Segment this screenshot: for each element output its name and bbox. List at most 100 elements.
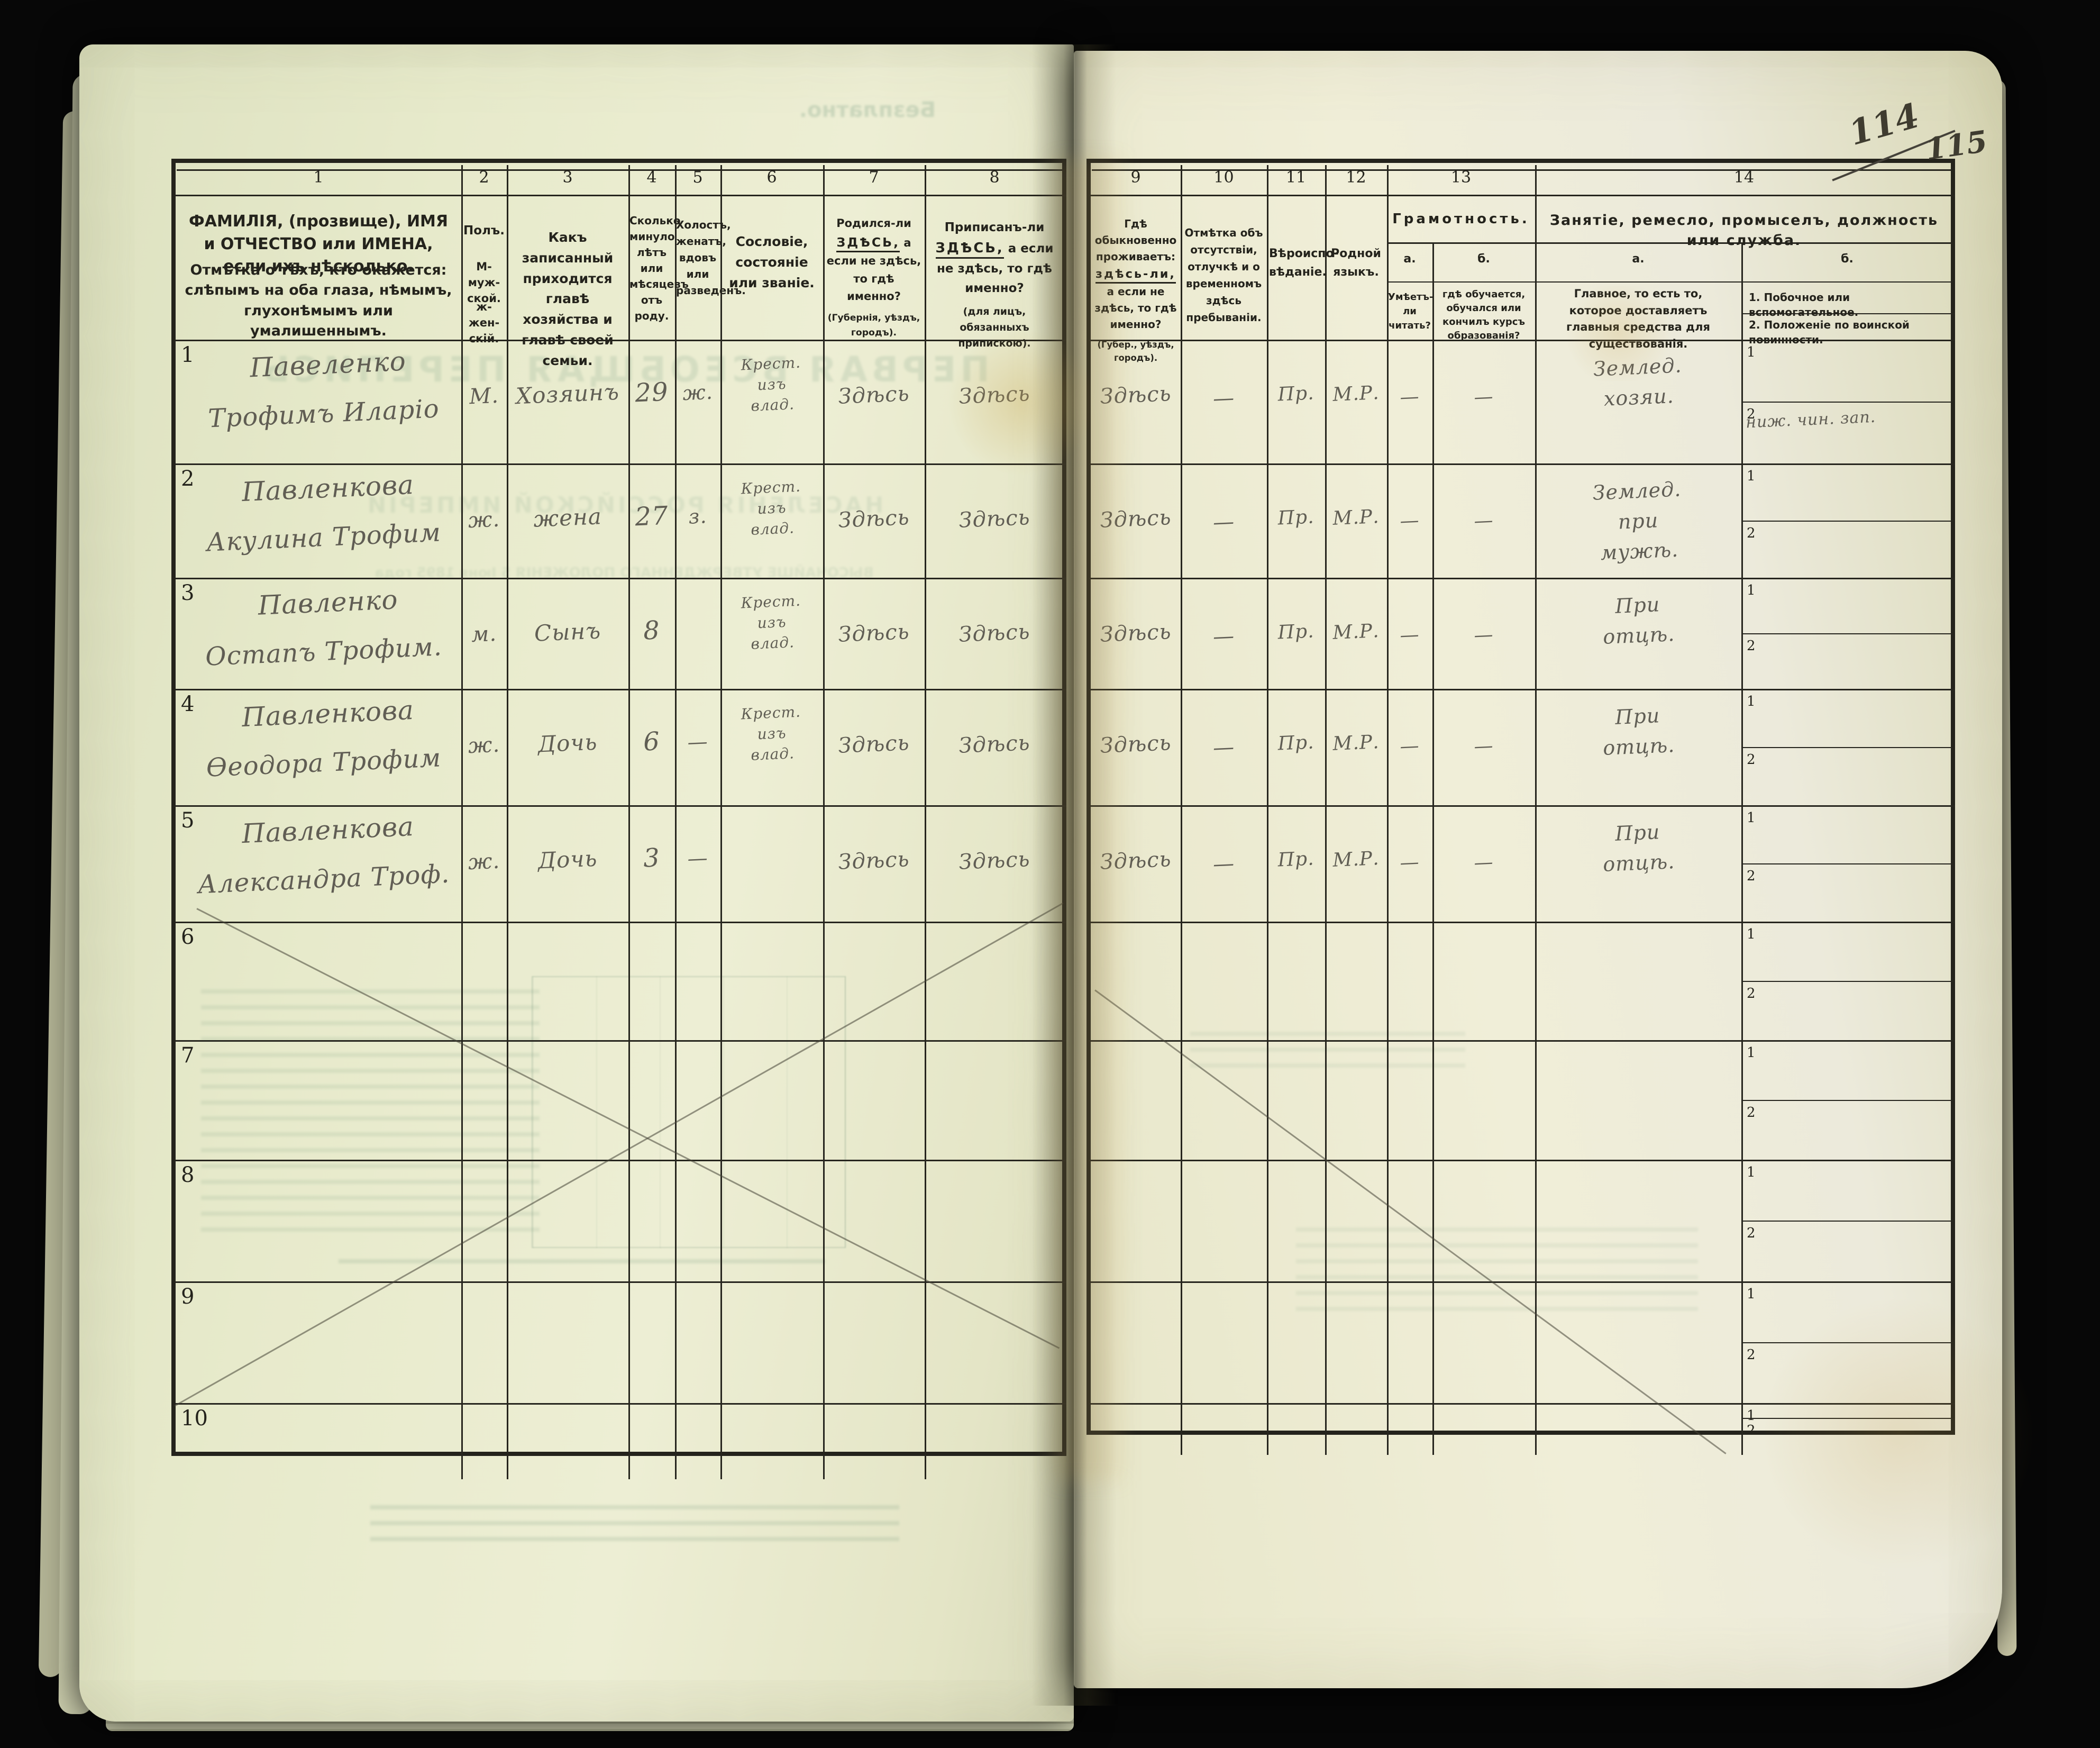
cell-literacy: — [1399,386,1420,408]
cell-occupation: Землед. при мужѣ. [1592,477,1682,565]
sub-row-label-1: 1 [1747,344,1756,360]
cell-age: 6 [643,726,661,757]
table-line [628,165,630,1479]
cell-absence: — [1212,851,1235,877]
census-table-left-frame [171,159,1066,1456]
col13b-header-school: гдѣ обучается, обучался или кончилъ курс… [1442,289,1526,342]
col12-header-language: Родной языкъ. [1331,247,1381,279]
cell-absence: — [1212,386,1235,411]
cell-age: 3 [643,843,661,873]
table-line [1742,1342,1953,1343]
sub-row-label-2: 2 [1747,638,1756,654]
table-line [1091,1040,1955,1042]
cell-occupation: Землед. хозяи. [1593,353,1683,411]
col7-rest: а если не здѣсь, то гдѣ именно? [826,236,921,303]
cell-literacy: — [1399,624,1420,647]
sub-row-label-2: 2 [1747,406,1756,422]
col9-note: (Губер., уѣздъ, городъ). [1097,339,1174,363]
table-line [176,463,1066,465]
cell-education: — [1473,851,1494,874]
col7-note: (Губернія, уѣздъ, городъ). [827,313,920,338]
sub-row-label-1: 1 [1747,468,1756,484]
cell-relation: жена [533,503,602,532]
column-number: 11 [1285,168,1307,187]
col14b-header-military: 2. Положеніе по воинской повинности. [1749,318,1910,347]
column-number: 6 [766,168,777,187]
cell-estate: Крест. изъ влад. [740,477,801,539]
col11-header-religion: Вѣроиспо­вѣданіе. [1269,247,1339,279]
cell-birthplace: Здѣсь [837,381,910,409]
cell-native-language: М.Р. [1332,731,1380,755]
table-line [1091,340,1955,341]
row-number: 4 [181,692,195,716]
cell-literacy: — [1399,509,1420,532]
col8-note: (для лицъ, обязанныхъ припискою). [958,305,1031,349]
sub-row-label-1: 1 [1747,1164,1756,1180]
table-line [1181,165,1182,1455]
row-number: 1 [181,343,195,367]
table-line [176,195,1066,196]
column-number: 10 [1213,168,1234,187]
cell-age: 29 [634,377,669,408]
col14b-header-secondary: 1. Побочное или вспомогательное. [1749,291,1859,319]
cell-native-language: М.Р. [1332,620,1380,644]
bleedthrough-paragraph-left [201,989,540,1238]
table-line [1742,981,1953,982]
row-number: 2 [181,467,195,491]
cell-sex: М. [469,383,499,409]
col9-text: Гдѣ обыкновенно проживаетъ: [1094,217,1177,263]
column-number: 12 [1346,168,1366,187]
cell-marital: — [687,730,709,754]
col1-header-infirmity: Отмѣтка о тѣхъ, кто окажется: слѣпымъ на… [185,262,452,339]
cell-religion: Пр. [1277,382,1315,406]
sub-row-label-1: 1 [1747,1045,1756,1061]
row-number: 7 [181,1043,195,1068]
col14b-label: б. [1841,252,1854,266]
row-number: 8 [181,1163,195,1187]
table-line [1091,1281,1955,1283]
cell-religion: Пр. [1277,848,1315,871]
col9-header-residence: Гдѣ обыкновенно проживаетъ: здѣсь-ли, а … [1093,216,1179,365]
table-line [1091,463,1955,465]
cell-sex: ж. [467,849,501,875]
col8-here-underlined: ЗДѢСЬ, [935,240,1004,259]
table-line [823,165,825,1479]
column-number: 3 [562,168,573,187]
table-line [1742,1418,1953,1419]
table-line [675,165,677,1479]
table-line [1742,1221,1953,1222]
table-line [507,165,508,1479]
bleedthrough-table-grid [532,976,846,1248]
column-number: 13 [1450,168,1472,187]
table-line [461,165,463,1479]
col13a-label: а. [1403,252,1416,266]
table-line [1267,165,1268,1455]
table-line [1091,689,1955,690]
cell-relation: Дочь [537,845,598,874]
col13a-header-read: Умѣетъ-ли читать? [1388,292,1434,331]
cell-religion: Пр. [1277,731,1315,755]
sub-row-label-1: 1 [1747,1286,1756,1302]
sub-row-label-2: 2 [1747,986,1756,1002]
table-line [925,165,926,1479]
table-line [1387,165,1389,1455]
cell-literacy: — [1399,735,1420,758]
column-number: 8 [989,168,1000,187]
table-line [176,1403,1066,1405]
table-line [1091,1403,1955,1405]
cell-sex: ж. [467,732,501,759]
sub-row-label-2: 2 [1747,1423,1756,1439]
col14a-header-main: Главное, то есть то, которое доставляетъ… [1566,287,1710,350]
census-table-right-frame [1086,159,1955,1435]
cell-birthplace: Здѣсь [837,620,910,647]
col8-rest: а если не здѣсь, то гдѣ именно? [937,241,1054,295]
table-line [1742,863,1953,864]
bleedthrough-under-table [370,1505,899,1543]
book-gutter [1031,44,1116,1706]
cell-religion: Пр. [1277,620,1315,644]
cell-residence: Здѣсь [1099,847,1172,875]
col7-text: Родился-ли [836,217,911,230]
table-line [1741,243,1743,1455]
table-line [1742,1100,1953,1101]
cell-religion: Пр. [1277,506,1315,530]
